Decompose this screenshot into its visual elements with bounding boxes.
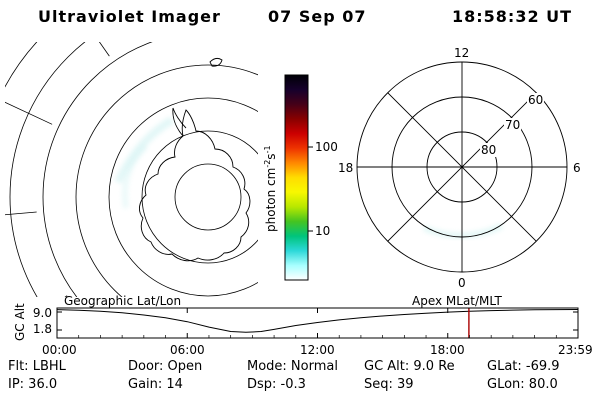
colorbar-label-exp2: -1 xyxy=(263,145,272,154)
status-gain: Gain: 14 xyxy=(128,377,183,392)
strip-right-title: Apex MLat/MLT xyxy=(412,294,502,308)
strip-y-axis-label: GC Alt xyxy=(13,303,27,341)
status-glat: GLat: -69.9 xyxy=(487,359,560,374)
strip-ytick-9: 9.0 xyxy=(32,306,52,320)
colorbar-axis-label: photon cm-2s-1 xyxy=(263,145,278,232)
strip-ytick-1-8: 1.8 xyxy=(32,322,52,336)
colorbar-frame xyxy=(284,74,309,281)
latitude-rings xyxy=(5,42,258,297)
apex-polar-plot xyxy=(356,61,568,273)
colorbar-label-base2: s xyxy=(264,153,278,160)
map-meridians xyxy=(5,42,110,297)
colorbar-label-base: photon cm xyxy=(264,167,278,232)
colorbar-gradient xyxy=(285,75,308,280)
strip-ticks xyxy=(56,308,579,338)
status-door: Door: Open xyxy=(128,359,203,374)
strip-xtick-0600: 06:00 xyxy=(170,343,205,357)
status-dsp: Dsp: -0.3 xyxy=(247,377,306,392)
gc-alt-strip xyxy=(56,307,579,339)
observation-time: 18:58:32 UT xyxy=(452,7,573,26)
colorbar-ticks xyxy=(308,146,313,232)
aurora-emission-left xyxy=(114,116,175,209)
strip-left-title: Geographic Lat/Lon xyxy=(64,294,182,308)
mlat-ring-label-80: 80 xyxy=(480,143,498,157)
mlt-label-0: 0 xyxy=(458,276,466,290)
gc-alt-curve xyxy=(56,309,579,333)
mlat-ring-label-60: 60 xyxy=(527,93,545,107)
mlat-ring-label-70: 70 xyxy=(504,118,522,132)
colorbar-label-exp: -2 xyxy=(263,159,272,168)
strip-xtick-1800: 18:00 xyxy=(430,343,465,357)
status-flt: Flt: LBHL xyxy=(8,359,66,374)
observation-date: 07 Sep 07 xyxy=(268,7,367,26)
strip-xtick-2359: 23:59 xyxy=(558,343,593,357)
status-ip: IP: 36.0 xyxy=(8,377,58,392)
status-seq: Seq: 39 xyxy=(364,377,414,392)
colorbar-tick-10: 10 xyxy=(315,224,331,238)
mlt-label-12: 12 xyxy=(454,46,470,60)
status-gc-alt: GC Alt: 9.0 Re xyxy=(364,359,455,374)
status-glon: GLon: 80.0 xyxy=(487,377,558,392)
strip-xtick-1200: 12:00 xyxy=(300,343,335,357)
colorbar xyxy=(284,74,313,281)
status-mode: Mode: Normal xyxy=(247,359,338,374)
mlt-label-6: 6 xyxy=(573,161,581,175)
colorbar-tick-100: 100 xyxy=(315,140,338,154)
strip-yticks xyxy=(57,311,578,331)
mlt-label-18: 18 xyxy=(338,161,354,175)
geographic-map xyxy=(5,42,258,297)
app-title: Ultraviolet Imager xyxy=(38,7,221,26)
strip-xtick-0000: 00:00 xyxy=(42,343,77,357)
coastline xyxy=(139,57,251,262)
mlt-spokes xyxy=(357,62,567,272)
